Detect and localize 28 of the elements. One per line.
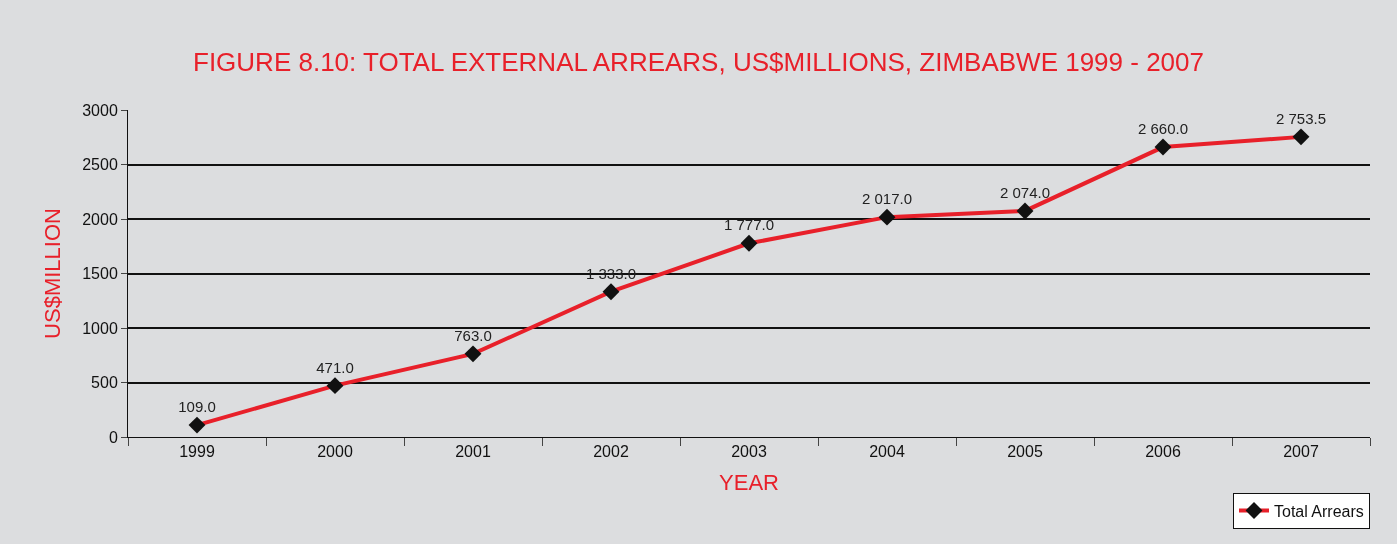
data-label: 2 074.0 (999, 184, 1051, 202)
x-tick-label: 1999 (179, 443, 215, 461)
data-label: 109.0 (178, 398, 216, 416)
y-tick-label: 1500 (82, 265, 118, 283)
x-tick-label: 2000 (317, 443, 353, 461)
data-label: 763.0 (454, 326, 492, 344)
x-tick-label: 2002 (593, 443, 629, 461)
y-axis-title: US$MILLION (40, 208, 66, 339)
data-label: 2 753.5 (1275, 110, 1327, 127)
x-axis-title: YEAR (719, 470, 779, 496)
y-tick-label: 1000 (82, 319, 118, 337)
y-tick-label: 0 (108, 428, 118, 446)
data-label: 471.0 (316, 358, 354, 376)
x-tick-label: 2003 (731, 443, 767, 461)
x-tick-label: 2007 (1283, 443, 1319, 461)
chart-title: FIGURE 8.10: TOTAL EXTERNAL ARREARS, US$MILLIONS, ZIMBABWE 1999 - 2007 (193, 47, 1204, 78)
y-tick-label: 2500 (82, 156, 118, 174)
data-label: 1 777.0 (723, 216, 775, 234)
data-label: 2 660.0 (1137, 120, 1189, 138)
x-tick-label: 2006 (1145, 443, 1181, 461)
x-tick-label: 2001 (455, 443, 491, 461)
x-tick-label: 2005 (1007, 443, 1043, 461)
legend-label: Total Arrears (1274, 502, 1364, 520)
data-label: 2 017.0 (861, 190, 913, 208)
y-tick-label: 500 (91, 374, 118, 392)
y-tick-label: 3000 (82, 101, 118, 119)
y-tick-label: 2000 (82, 210, 118, 228)
x-tick-label: 2004 (869, 443, 905, 461)
